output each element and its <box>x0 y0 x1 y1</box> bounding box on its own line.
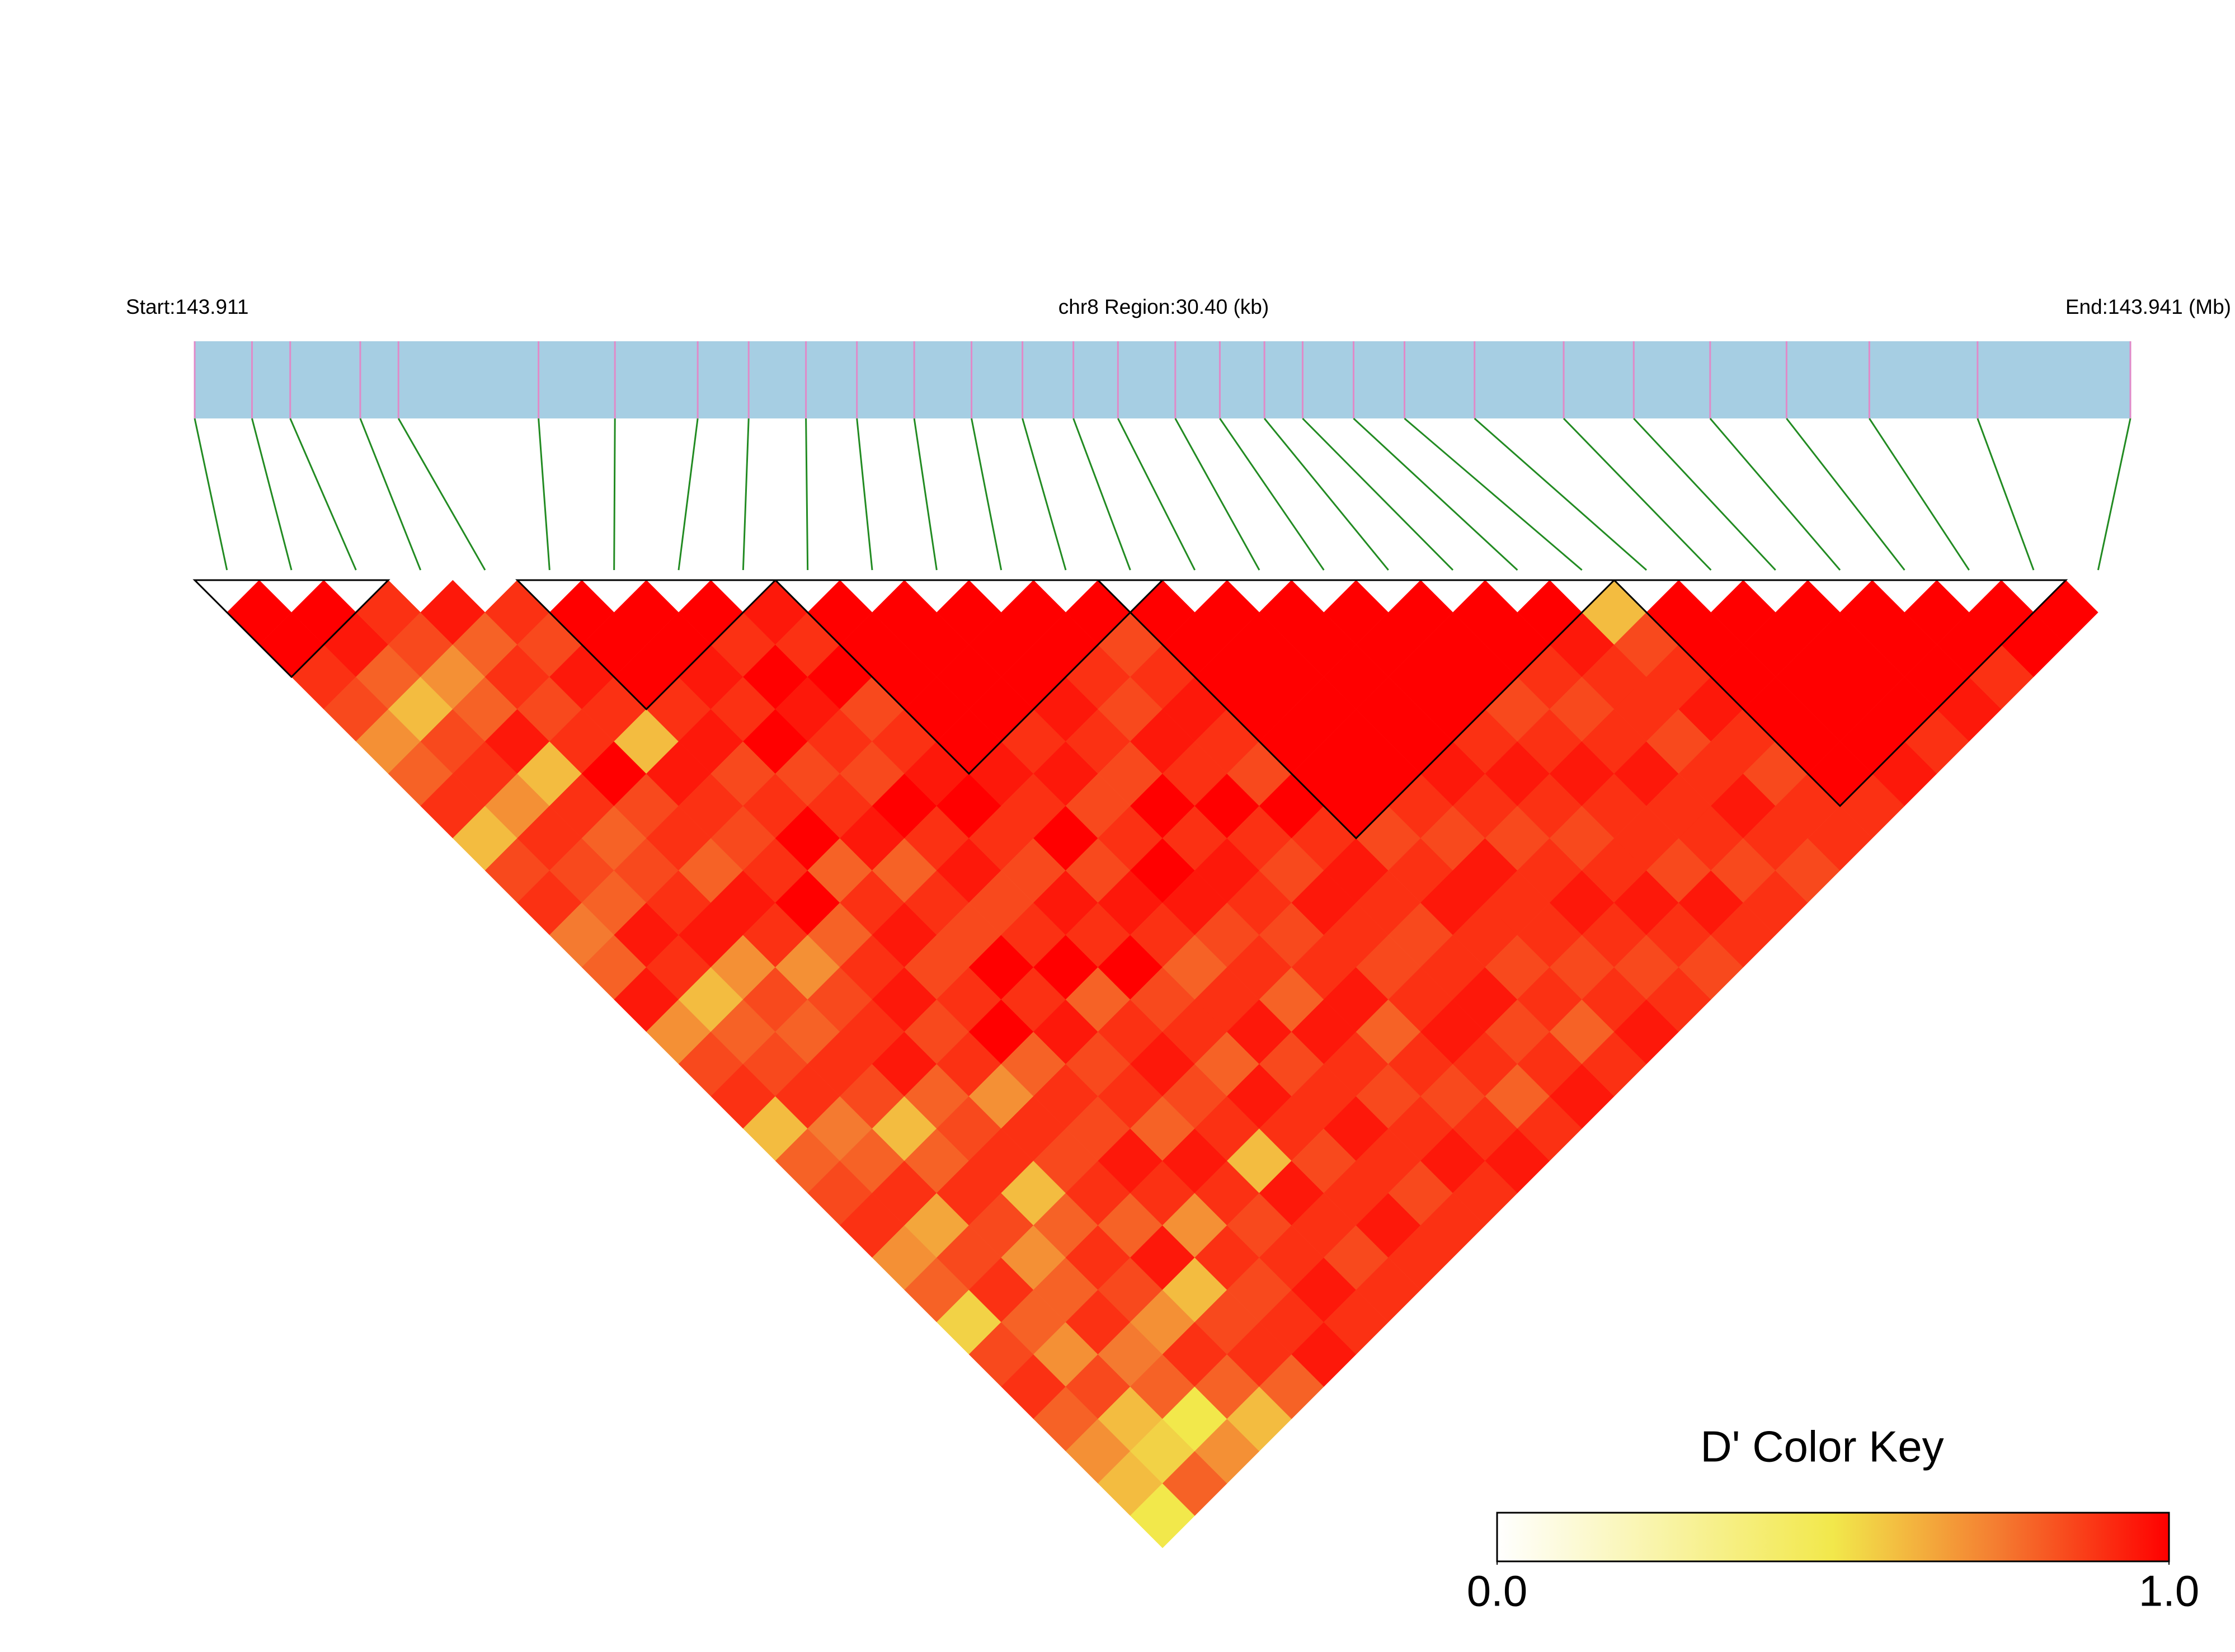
color-key <box>1496 1512 2170 1562</box>
snp-connector <box>1977 418 2035 571</box>
snp-connector <box>1022 418 1067 571</box>
snp-connector <box>359 418 422 571</box>
snp-connector <box>1786 418 1905 571</box>
snp-connector <box>913 418 938 571</box>
snp-connector <box>1174 418 1260 571</box>
snp-connector <box>1117 418 1196 571</box>
key-tick-label: 0.0 <box>1467 1566 1527 1616</box>
snp-connector <box>194 418 228 571</box>
region-label: chr8 Region:30.40 (kb) <box>1058 295 1269 318</box>
snp-connector <box>289 418 357 571</box>
snp-connector <box>1709 418 1841 571</box>
snp-bar <box>195 341 2130 418</box>
ld-block <box>1612 579 2068 807</box>
snp-connector <box>1633 417 1776 571</box>
snp-connector <box>613 418 616 571</box>
snp-connector <box>1072 418 1131 571</box>
snp-connector <box>1263 418 1389 571</box>
start-label: Start:143.911 <box>126 295 248 318</box>
snp-connector <box>677 418 699 571</box>
end-label: End:143.941 (Mb) <box>2065 295 2231 318</box>
snp-connector <box>251 418 293 571</box>
snp-connector <box>1302 417 1454 571</box>
snp-connector <box>1219 418 1325 571</box>
snp-connector <box>1563 417 1712 571</box>
snp-connector <box>2097 418 2132 571</box>
snp-connector <box>971 418 1003 571</box>
snp-connector <box>856 418 873 571</box>
snp-connector <box>1474 417 1647 571</box>
snp-connector <box>538 418 550 571</box>
ld-block <box>515 579 778 710</box>
key-tick-label: 1.0 <box>2139 1566 2199 1616</box>
snp-connector <box>805 418 809 571</box>
ld-block <box>773 579 1165 775</box>
snp-connector <box>742 418 750 571</box>
ld-block <box>1096 579 1616 840</box>
key-title: D' Color Key <box>1700 1422 1944 1471</box>
snp-connector <box>1869 418 1970 571</box>
snp-connector <box>1353 417 1518 571</box>
ld-block <box>192 579 390 679</box>
snp-connector <box>1404 417 1583 571</box>
snp-connector <box>397 418 486 571</box>
